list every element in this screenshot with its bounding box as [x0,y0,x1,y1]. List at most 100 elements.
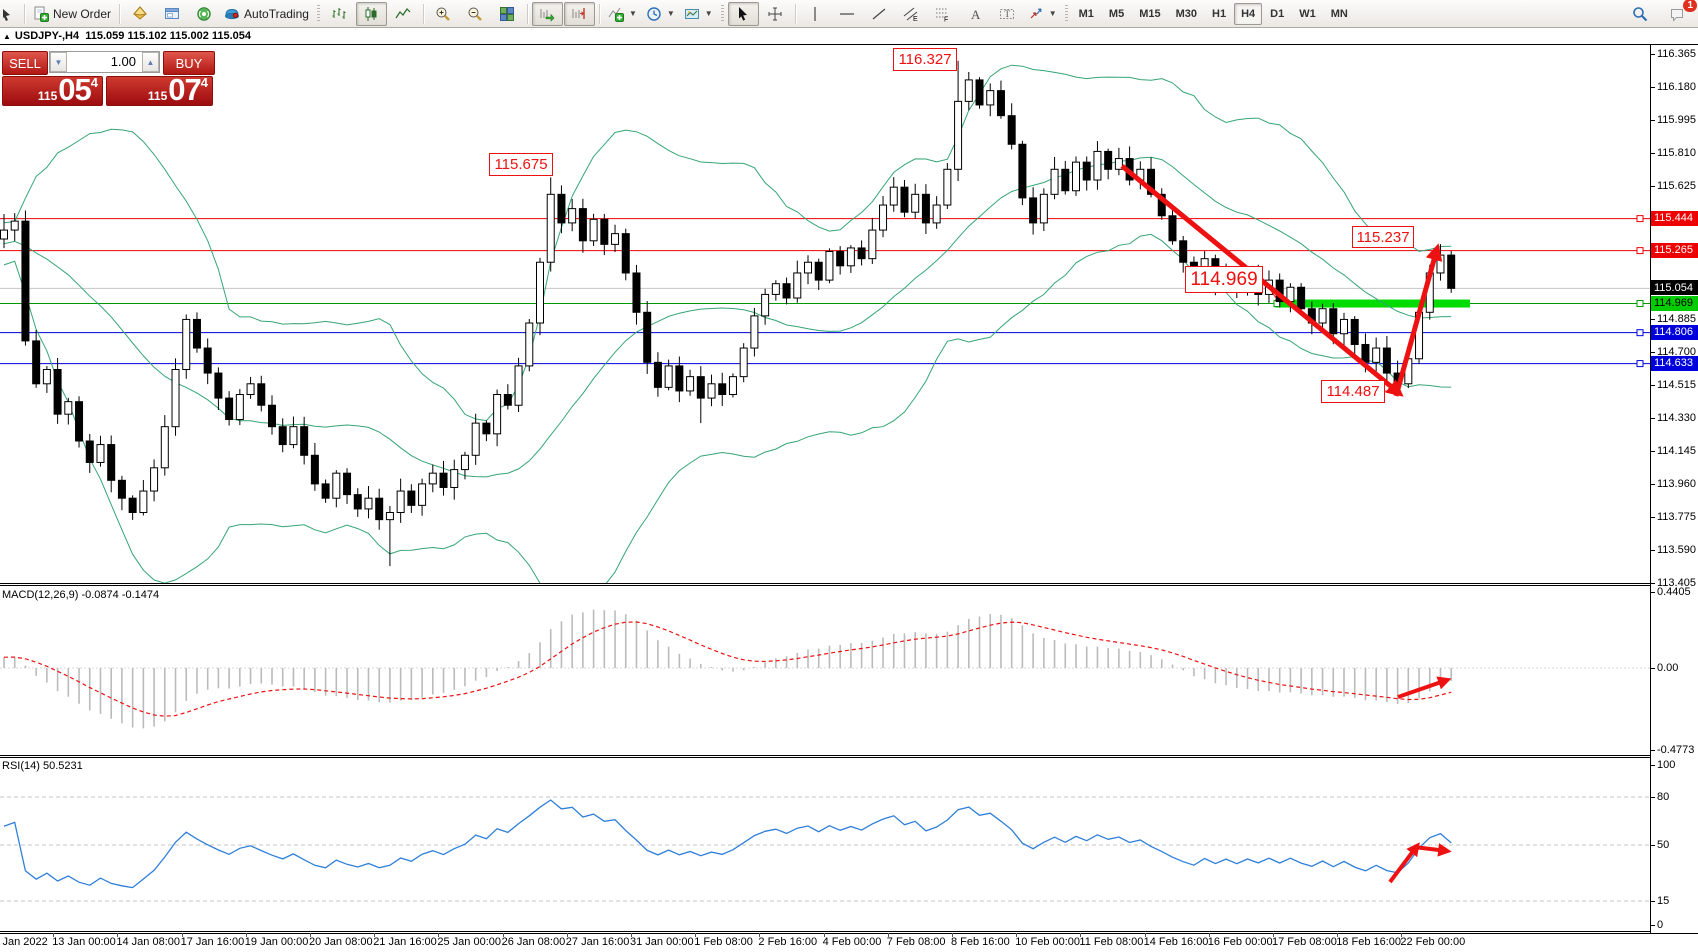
candlestick [761,293,770,317]
volume-down-button[interactable]: ▼ [50,52,67,72]
timeframe-m5[interactable]: M5 [1108,7,1125,20]
trend-arrow[interactable] [1393,243,1443,397]
candlestick [385,511,394,521]
timeframe-m1[interactable]: M1 [1078,7,1094,20]
auto-scroll-button[interactable] [531,1,563,26]
candlestick [1061,168,1070,192]
candlestick [117,479,126,499]
collapse-triangle-icon[interactable]: ▲ [3,32,11,41]
price-annotation[interactable]: 114.487 [1321,380,1385,403]
time-tick-label: 25 Jan 00:00 [437,936,502,948]
templates-button[interactable]: ▼ [680,2,717,26]
trend-arrow[interactable] [1388,842,1420,884]
line-chart-button[interactable] [388,2,419,26]
volume-input[interactable]: 1.00 [110,54,136,69]
periods-button[interactable]: ▼ [642,2,679,26]
candlestick [825,251,834,281]
tile-windows-button[interactable] [492,2,523,26]
auto-scroll-icon [540,8,555,22]
text-button[interactable]: A [960,2,991,26]
price-tick-mark [1650,120,1655,122]
trendline-button[interactable] [864,2,895,26]
volume-up-button[interactable]: ▲ [142,52,159,72]
new-order-button[interactable]: New Order [29,2,115,26]
autotrading-button[interactable]: AutoTrading [220,2,313,26]
buy-price[interactable]: 115 07 4 [106,72,213,107]
line-handle[interactable] [1636,247,1644,255]
sell-button[interactable]: SELL [2,51,48,75]
terminal-button[interactable] [156,2,187,26]
time-tick-mark [631,933,632,937]
trend-arrow[interactable] [1397,676,1452,699]
time-tick-mark [438,933,440,937]
candlestick [225,397,234,421]
candlestick [514,365,523,406]
main-pane [0,60,1650,583]
indicators-button[interactable]: ▼ [604,2,641,26]
candlestick [793,272,802,299]
search-button[interactable] [1624,2,1655,26]
macd-separator[interactable] [0,585,1650,586]
macd-separator[interactable] [0,583,1650,584]
timeframe-mn[interactable]: MN [1330,7,1348,20]
cursor-button[interactable] [727,1,759,26]
candlestick [1447,254,1456,289]
price-tick-label: 115.810 [1657,147,1696,160]
crosshair-icon [768,7,782,20]
arrows-button[interactable]: ▼ [1024,2,1061,26]
price-annotation[interactable]: 115.675 [489,153,553,176]
metaeditor-button[interactable] [124,2,155,26]
timeframe-h1[interactable]: H1 [1212,7,1227,20]
timeframe-w1[interactable]: W1 [1299,7,1316,20]
chart-shift-button[interactable] [563,1,595,26]
timeframe-m30[interactable]: M30 [1175,7,1198,20]
zoom-in-button[interactable] [428,2,459,26]
time-tick-mark [952,933,953,937]
price-annotation[interactable]: 114.969 [1185,266,1263,293]
fibonacci-button[interactable]: F [928,2,959,26]
rsi-separator[interactable] [0,757,1650,758]
price-badge: 115.444 [1651,210,1698,226]
candlestick [739,347,748,378]
vertical-line-icon [814,6,816,21]
chevron-down-icon: ▼ [628,9,637,18]
timeframe-m15[interactable]: M15 [1139,7,1161,20]
price-tick-label: 114.885 [1657,312,1696,325]
horizontal-line-button[interactable] [832,2,863,26]
candlestick [546,193,555,263]
time-tick-label: 7 Feb 08:00 [886,936,946,948]
price-tick-mark [1650,517,1655,518]
candlestick-chart-button[interactable] [355,1,387,26]
price-annotation[interactable]: 116.327 [893,48,957,71]
clock-icon [647,6,661,21]
timeframe-d1[interactable]: D1 [1270,7,1285,20]
equidistant-channel-button[interactable]: E [896,2,927,26]
notifications-button[interactable]: 1 [1661,0,1697,26]
timeframe-h4[interactable]: H4 [1234,2,1263,25]
signals-button[interactable] [188,2,219,26]
buy-button[interactable]: BUY [163,51,215,75]
bar-chart-button[interactable] [324,2,355,26]
trend-arrow[interactable] [1413,843,1452,857]
zoom-out-button[interactable] [460,2,491,26]
time-tick-mark [1401,933,1403,937]
candlestick [643,311,652,363]
candlestick [1104,150,1113,170]
rsi-separator[interactable] [0,755,1650,756]
line-handle[interactable] [1636,215,1644,223]
thick-green-band[interactable] [1275,299,1470,308]
sell-label: SELL [9,55,41,71]
candlestick [954,100,963,170]
line-handle[interactable] [1636,329,1644,337]
crosshair-button[interactable] [760,2,791,26]
text-label-button[interactable]: T [992,2,1023,26]
sell-price[interactable]: 115 05 4 [2,74,103,106]
fibonacci-icon: F [936,8,949,22]
line-handle[interactable] [1636,360,1644,368]
candlestick [396,490,405,513]
buy-price-big: 07 [168,72,201,107]
line-handle[interactable] [1636,300,1644,308]
candlestick [1372,347,1381,363]
vertical-line-button[interactable] [800,2,831,26]
price-annotation[interactable]: 115.237 [1352,226,1414,248]
